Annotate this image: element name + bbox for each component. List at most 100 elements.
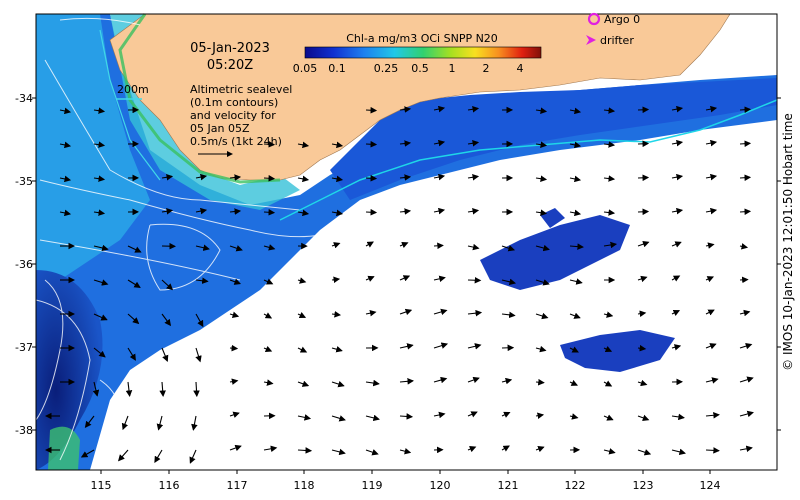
velocity-arrow: [739, 445, 753, 453]
land-australia: [109, 13, 731, 181]
velocity-arrow: [191, 415, 198, 431]
y-axis-ticks: -34 -35 -36 -37 -38: [15, 92, 781, 437]
velocity-arrow: [399, 378, 415, 385]
x-tick-label: 122: [565, 479, 586, 492]
velocity-arrow: [399, 308, 413, 316]
velocity-arrow: [603, 380, 613, 387]
velocity-arrow: [195, 173, 208, 181]
velocity-arrow: [365, 208, 378, 216]
velocity-arrow: [433, 139, 446, 147]
velocity-arrow: [399, 275, 411, 282]
coastal-fringe: [118, 13, 281, 184]
velocity-arrow: [705, 411, 720, 419]
velocity-arrow: [467, 411, 478, 418]
velocity-arrow: [433, 105, 446, 113]
velocity-arrow: [739, 243, 749, 250]
colorbar-title: Chl-a mg/m3 OCi SNPP N20: [346, 32, 498, 45]
velocity-arrow: [263, 140, 276, 148]
annotation-line-2: and velocity for: [190, 109, 276, 122]
velocity-arrow: [118, 449, 129, 462]
x-tick-label: 123: [633, 479, 654, 492]
velocity-arrow: [93, 244, 109, 252]
velocity-arrow: [229, 444, 242, 452]
velocity-arrow: [467, 309, 483, 317]
velocity-arrow: [535, 175, 548, 182]
velocity-arrow: [365, 309, 377, 317]
velocity-arrow: [705, 447, 720, 454]
legend: Argo 0 drifter: [586, 12, 640, 47]
velocity-arrow: [331, 415, 346, 422]
eddy-deep-blue: [36, 270, 103, 470]
y-tick-label: -35: [15, 175, 33, 188]
velocity-arrow: [637, 414, 650, 421]
ocean-patch-1: [480, 215, 630, 290]
x-tick-label: 119: [362, 479, 383, 492]
annotation-line-0: Altimetric sealevel: [190, 83, 292, 96]
map-time: 05:20Z: [207, 58, 253, 73]
velocity-arrow: [297, 141, 310, 149]
velocity-arrow: [59, 175, 72, 183]
velocity-arrow: [127, 313, 140, 325]
x-tick-label: 121: [498, 479, 519, 492]
velocity-arrow: [671, 207, 684, 215]
velocity-arrow: [467, 106, 480, 113]
velocity-arrow: [535, 279, 550, 286]
velocity-arrow: [365, 414, 380, 422]
velocity-arrow: [535, 107, 548, 114]
velocity-arrow: [569, 379, 579, 386]
velocity-arrow: [263, 174, 276, 182]
velocity-arrow: [671, 173, 684, 181]
velocity-arrow: [331, 380, 345, 388]
velocity-arrow: [93, 209, 106, 216]
velocity-arrow: [93, 279, 109, 286]
velocity-arrow: [229, 311, 240, 318]
velocity-arrow: [637, 240, 650, 248]
velocity-arrow: [637, 379, 648, 387]
annotation-line-3: 05 Jan 05Z: [190, 122, 250, 135]
velocity-arrow: [229, 208, 242, 215]
velocity-arrow: [399, 343, 414, 350]
velocity-arrow: [705, 343, 717, 350]
velocity-arrow: [569, 413, 579, 420]
velocity-arrow: [433, 275, 446, 283]
colorbar: Chl-a mg/m3 OCi SNPP N20 0.05 0.1 0.25 0.5 1…: [293, 32, 542, 75]
velocity-arrow: [705, 276, 715, 283]
velocity-arrow: [501, 377, 513, 385]
velocity-arrow: [603, 414, 614, 421]
velocity-arrow: [93, 347, 106, 358]
velocity-arrow: [705, 377, 719, 384]
map-frame: [35, 13, 778, 471]
velocity-arrow: [705, 309, 715, 316]
velocity-arrow: [535, 412, 545, 419]
velocity-arrow: [93, 107, 106, 114]
velocity-arrow: [739, 208, 752, 215]
velocity-arrow: [467, 376, 480, 384]
velocity-arrow: [93, 141, 106, 148]
velocity-arrow: [671, 413, 685, 421]
velocity-arrow: [229, 174, 242, 181]
velocity-arrow: [195, 207, 208, 215]
velocity-arrow: [195, 347, 202, 363]
velocity-arrow: [603, 209, 616, 216]
velocity-arrow: [433, 376, 448, 384]
velocity-arrow: [331, 276, 341, 284]
velocity-arrow: [569, 346, 579, 353]
velocity-arrow: [263, 312, 273, 319]
colorbar-tick-label: 4: [517, 62, 524, 75]
velocity-arrow: [297, 346, 308, 353]
velocity-arrow: [399, 174, 412, 181]
coastal-shelf: [110, 14, 300, 210]
velocity-arrow: [159, 381, 166, 398]
velocity-arrow: [705, 242, 715, 249]
colorbar-tick-label: 0.1: [328, 62, 346, 75]
velocity-arrow: [433, 242, 444, 250]
velocity-arrow: [433, 207, 446, 215]
velocity-arrow: [161, 174, 174, 181]
velocity-arrow: [84, 415, 95, 428]
velocity-arrow: [399, 140, 412, 147]
velocity-arrow: [433, 342, 449, 349]
velocity-arrow: [467, 208, 480, 215]
velocity-arrow: [297, 277, 307, 284]
